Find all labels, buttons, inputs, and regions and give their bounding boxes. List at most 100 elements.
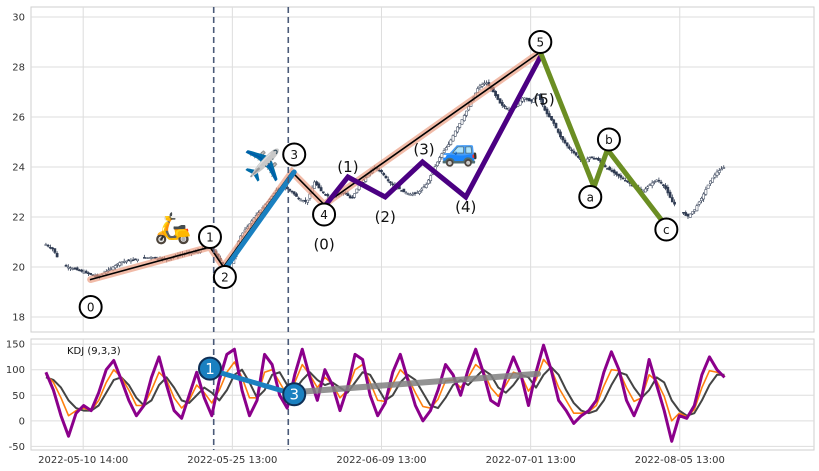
candle-body (621, 177, 625, 180)
candle-body (655, 179, 659, 182)
candle-body (389, 181, 392, 184)
sub-wave-label: (4) (455, 198, 476, 216)
price-ytick-label: 28 (12, 63, 25, 74)
price-ytick-label: 22 (12, 213, 25, 224)
kdj-plot-area (30, 338, 815, 451)
candle-body (125, 260, 128, 263)
candle-body (673, 201, 676, 205)
candle-body (406, 193, 410, 195)
candle-body (297, 197, 301, 200)
candle-body (534, 96, 538, 100)
wave-label-circle (528, 30, 553, 54)
kdj-series-J (44, 343, 726, 443)
candle-body (666, 186, 670, 194)
candle-body (122, 261, 126, 263)
wave-label-0: 0 (87, 301, 95, 315)
x-axis: 2022-05-10 14:00 2022-05-25 13:00 2022-06-… (38, 455, 725, 466)
kdj-blue-line (207, 367, 297, 397)
candle-body (427, 179, 430, 184)
candle-body (355, 188, 359, 193)
candle-body (525, 98, 529, 100)
candle-body (129, 260, 133, 262)
candle-body (720, 168, 723, 171)
candle-body (650, 182, 654, 186)
candle-body (89, 273, 93, 275)
candle-body (670, 197, 674, 203)
price-panel: 18 20 22 24 26 28 30 🛵 ✈️ 🚙 0 1 2 3 4 5 a b c (0) (1) (2) (3) (… (12, 6, 815, 333)
wave-label-a: a (587, 191, 594, 205)
candle-body (527, 98, 531, 102)
candle-body (585, 158, 589, 163)
candle-body (498, 98, 502, 104)
candle-body (440, 153, 444, 158)
candle-body (415, 192, 419, 194)
candle-body (588, 157, 591, 160)
candle-body (324, 194, 327, 196)
candle-body (545, 108, 549, 115)
candle-body (494, 90, 497, 96)
candle-body (594, 158, 598, 160)
candle-body (496, 94, 500, 100)
candle-body (668, 191, 672, 198)
candle-body (424, 184, 428, 188)
sub-wave-label: (1) (337, 158, 358, 176)
candle-body (346, 193, 350, 197)
wave-label-4: 4 (320, 208, 328, 222)
price-plot-area (30, 6, 815, 333)
candle-body (547, 113, 551, 118)
candle-body (722, 167, 726, 169)
candle-body (380, 169, 383, 173)
candle-body (590, 156, 594, 158)
candle-body (453, 130, 457, 137)
kdj-ytick-label: -50 (9, 442, 25, 453)
candle-body (353, 193, 356, 198)
candle-body (116, 263, 119, 266)
candle-body (550, 115, 553, 121)
x-tick-label: 2022-07-01 13:00 (486, 455, 576, 466)
candle-body (313, 181, 316, 189)
candle-body (71, 268, 75, 270)
candle-body (113, 265, 117, 269)
candle-body (400, 190, 403, 192)
candle-body (693, 209, 697, 212)
candle-body (456, 126, 459, 133)
candle-body (53, 248, 57, 253)
kdj-panel: -50 0 50 100 150 1 3 KDJ (9,3,3) (6, 338, 815, 453)
candle-body (617, 173, 620, 177)
candle-body (572, 150, 576, 154)
candle-body (521, 97, 524, 102)
candle-body (662, 184, 665, 186)
candle-body (460, 119, 464, 125)
candle-body (404, 192, 408, 194)
candle-body (478, 85, 482, 88)
candle-body (391, 183, 395, 186)
candle-body (500, 101, 504, 106)
price-ytick-label: 24 (12, 163, 25, 174)
candle-body (109, 268, 113, 270)
candle-body (84, 270, 88, 274)
candle-body (319, 187, 323, 192)
candle-body (530, 99, 533, 102)
kdj-label-3: 3 (289, 386, 299, 404)
candle-body (290, 190, 294, 193)
candle-body (538, 94, 542, 100)
candle-body (606, 168, 609, 170)
candle-body (51, 247, 54, 250)
candle-body (697, 201, 701, 205)
candle-body (46, 245, 50, 247)
candle-body (458, 123, 462, 128)
candle-body (118, 262, 122, 266)
candle-body (483, 82, 486, 85)
candle-body (664, 185, 667, 189)
price-ytick-label: 18 (12, 313, 25, 324)
candle-body (626, 180, 629, 183)
candle-body (80, 269, 84, 272)
candle-body (321, 191, 325, 194)
candle-body (505, 107, 509, 110)
candle-body (418, 191, 421, 194)
candle-body (684, 212, 688, 216)
candle-body (413, 192, 417, 194)
candle-body (420, 188, 424, 191)
candle-body (713, 174, 717, 178)
candle-body (648, 184, 652, 186)
